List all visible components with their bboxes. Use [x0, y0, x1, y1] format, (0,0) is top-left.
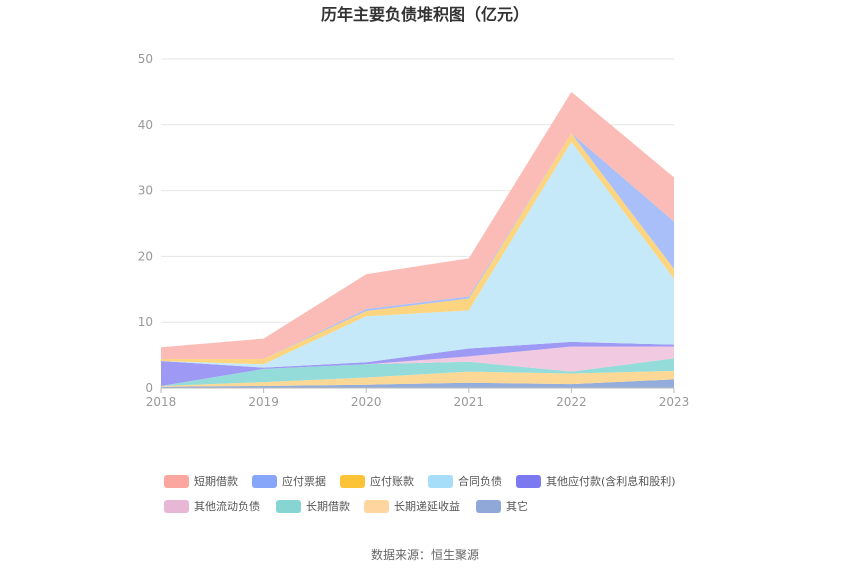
legend-label: 其他应付款(含利息和股利)	[546, 474, 676, 488]
legend-label: 短期借款	[194, 474, 238, 488]
x-tick-label: 2022	[556, 395, 587, 409]
legend-swatch	[164, 475, 189, 488]
legend-label: 应付账款	[370, 474, 414, 488]
y-tick-label: 20	[138, 249, 153, 263]
area-series	[161, 141, 674, 368]
legend-swatch	[428, 475, 453, 488]
axes: 0 10 20 30 40 50 2018 2019 2020 2021 2022 2023	[138, 52, 690, 409]
data-source: 数据来源：恒生聚源	[371, 547, 479, 562]
legend-swatch	[164, 500, 189, 513]
x-tick-label: 2023	[659, 395, 690, 409]
legend-label: 其它	[506, 499, 528, 513]
legend-swatch	[276, 500, 301, 513]
area-series	[161, 370, 674, 387]
legend-swatch	[476, 500, 501, 513]
legend-swatch	[364, 500, 389, 513]
legend-swatch	[340, 475, 365, 488]
x-tick-label: 2021	[454, 395, 485, 409]
area-series	[161, 91, 674, 360]
y-tick-label: 50	[138, 52, 153, 66]
legend-label: 应付票据	[282, 474, 326, 488]
y-tick-label: 30	[138, 184, 153, 198]
y-tick-label: 10	[138, 315, 153, 329]
chart-title: 历年主要负债堆积图（亿元）	[321, 5, 529, 24]
legend-label: 长期借款	[306, 499, 350, 513]
area-series	[161, 346, 674, 386]
x-tick-label: 2020	[351, 395, 382, 409]
legend-label: 合同负债	[458, 474, 502, 488]
area-series	[161, 358, 674, 386]
y-tick-label: 40	[138, 118, 153, 132]
legend-label: 其他流动负债	[194, 499, 260, 513]
area-series	[161, 341, 674, 386]
legend-swatch	[516, 475, 541, 488]
y-tick-label: 0	[145, 381, 153, 395]
legend-swatch	[252, 475, 277, 488]
legend-label: 长期递延收益	[394, 499, 460, 513]
legend: 短期借款 应付票据 应付账款 合同负债 其他应付款(含利息和股利) 其他流动负债 长期借款 长…	[164, 474, 676, 513]
x-tick-label: 2019	[248, 395, 279, 409]
x-tick-label: 2018	[146, 395, 177, 409]
series-areas	[161, 91, 674, 388]
